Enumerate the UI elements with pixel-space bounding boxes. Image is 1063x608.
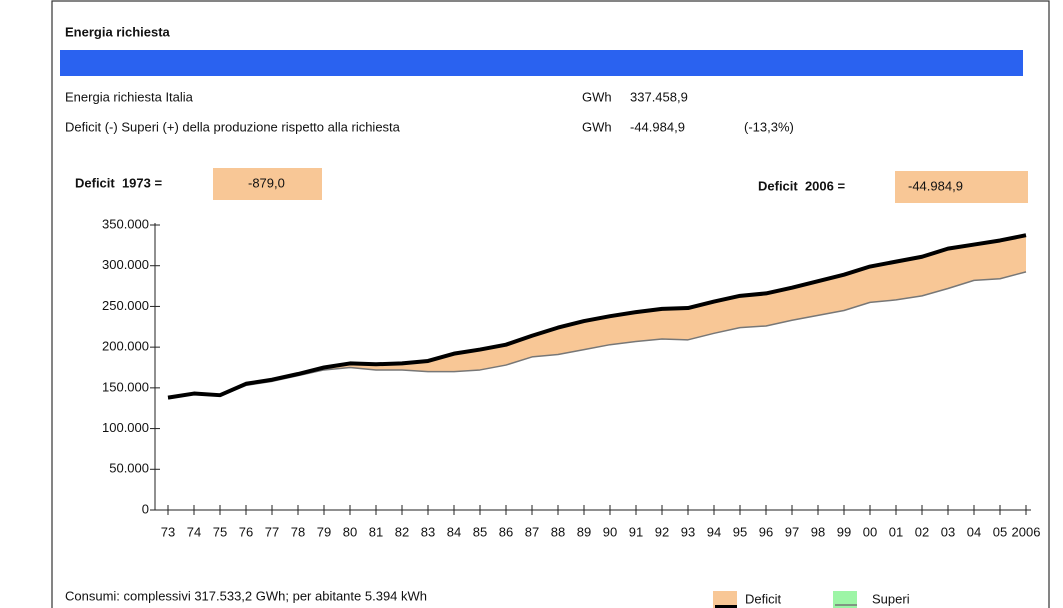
x-tick-label: 88 (551, 524, 565, 539)
x-tick-label: 2006 (1012, 524, 1041, 539)
x-tick-label: 81 (369, 524, 383, 539)
x-tick-label: 03 (941, 524, 955, 539)
x-tick-label: 05 (993, 524, 1007, 539)
deficit-value: -879,0 (248, 175, 285, 190)
chart: 0 50.000 100.000 150.000 200.000 250.000 300.0… (102, 216, 1040, 608)
summary-value: 337.458,9 (630, 89, 688, 104)
y-tick-label: 150.000 (102, 379, 149, 394)
x-tick-label: 78 (291, 524, 305, 539)
x-tick-label: 96 (759, 524, 773, 539)
y-tick-label: 0 (142, 501, 149, 516)
x-tick-label: 80 (343, 524, 357, 539)
x-tick-label: 89 (577, 524, 591, 539)
x-tick-label: 90 (603, 524, 617, 539)
legend-label: Produzione (872, 605, 938, 608)
frame (51, 0, 1050, 608)
x-tick-label: 76 (239, 524, 253, 539)
x-tick-label: 87 (525, 524, 539, 539)
legend-swatch (833, 591, 857, 608)
legend-label: Superi (872, 591, 910, 606)
summary-unit: GWh (582, 119, 612, 134)
summary-label: Deficit (-) Superi (+) della produzione … (65, 119, 401, 134)
x-tick-label: 91 (629, 524, 643, 539)
title-bar (60, 50, 1023, 76)
x-tick-label: 84 (447, 524, 461, 539)
x-tick-label: 85 (473, 524, 487, 539)
x-tick-label: 01 (889, 524, 903, 539)
deficit-label: Deficit 2006 = (758, 178, 845, 193)
x-tick-label: 86 (499, 524, 513, 539)
x-tick-label: 82 (395, 524, 409, 539)
deficit-box (213, 168, 322, 200)
summary-unit: GWh (582, 89, 612, 104)
section-title: Energia richiesta (65, 24, 171, 39)
x-tick-label: 77 (265, 524, 279, 539)
summary-label: Energia richiesta Italia (65, 89, 194, 104)
legend-swatch (713, 591, 737, 608)
y-tick-label: 300.000 (102, 257, 149, 272)
summary-value: -44.984,9 (630, 119, 685, 134)
x-tick-label: 97 (785, 524, 799, 539)
legend-label: Richiesta (745, 605, 799, 608)
y-tick-label: 250.000 (102, 298, 149, 313)
x-tick-label: 75 (213, 524, 227, 539)
deficit-value: -44.984,9 (908, 178, 963, 193)
x-tick-label: 93 (681, 524, 695, 539)
x-tick-label: 02 (915, 524, 929, 539)
x-tick-label: 94 (707, 524, 721, 539)
x-tick-label: 79 (317, 524, 331, 539)
footer-note: Consumi: complessivi 317.533,2 GWh; per … (65, 588, 427, 603)
x-tick-label: 92 (655, 524, 669, 539)
series-line (167, 233, 1027, 400)
x-tick-label: 95 (733, 524, 747, 539)
y-tick-label: 50.000 (109, 461, 149, 476)
x-tick-label: 04 (967, 524, 981, 539)
deficit-box (895, 171, 1028, 203)
x-tick-label: 83 (421, 524, 435, 539)
y-tick-label: 200.000 (102, 339, 149, 354)
x-tick-label: 98 (811, 524, 825, 539)
x-tick-label: 73 (161, 524, 175, 539)
deficit-label: Deficit 1973 = (75, 175, 162, 190)
x-tick-label: 74 (187, 524, 201, 539)
x-tick-label: 00 (863, 524, 877, 539)
y-tick-label: 350.000 (102, 216, 149, 231)
y-tick-label: 100.000 (102, 420, 149, 435)
summary-note: (-13,3%) (744, 119, 794, 134)
x-tick-label: 99 (837, 524, 851, 539)
legend-label: Deficit (745, 591, 782, 606)
